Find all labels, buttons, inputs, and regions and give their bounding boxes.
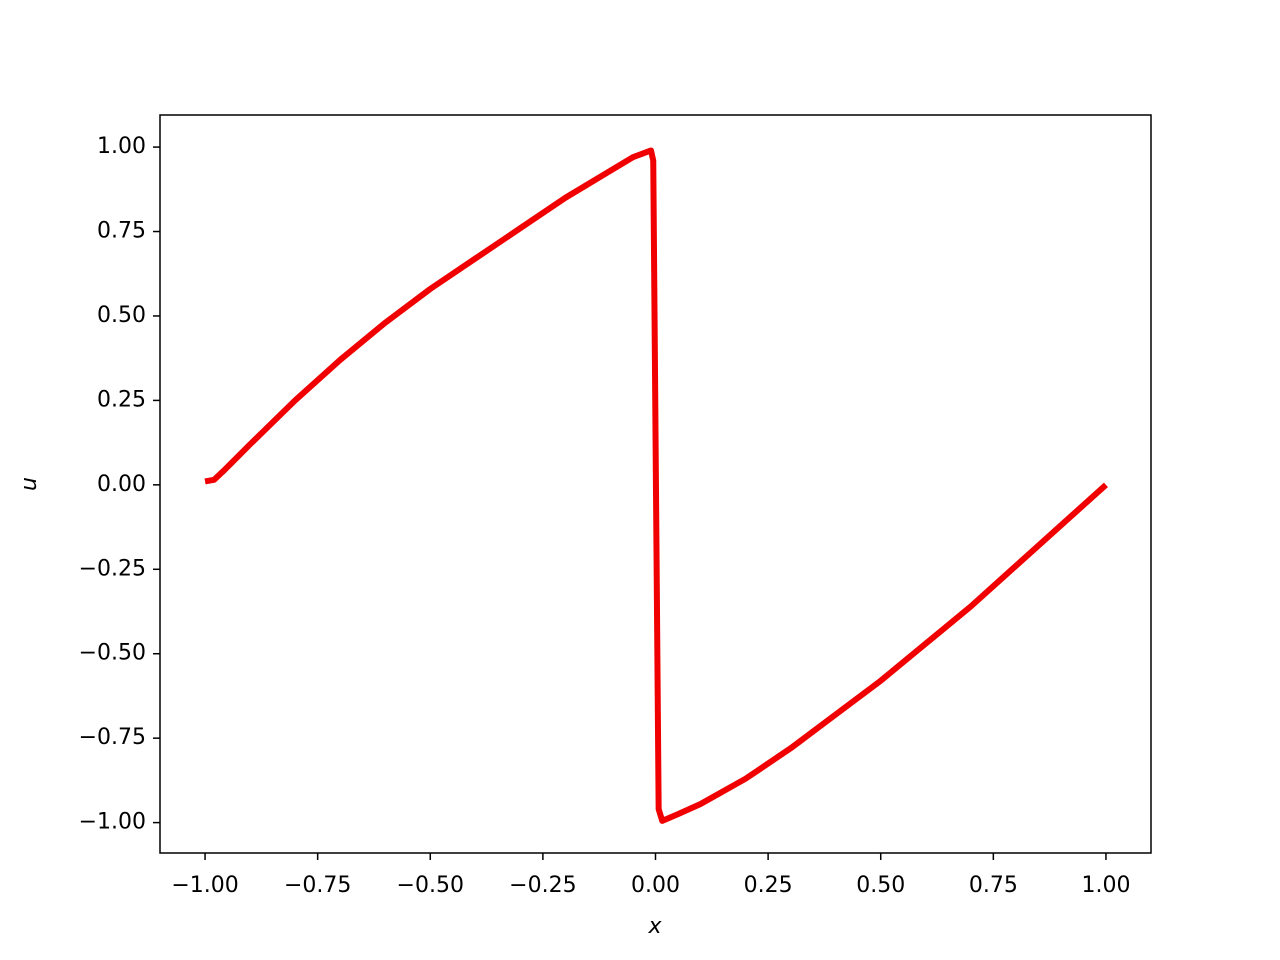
y-tick-label: −0.25 (79, 556, 146, 581)
x-tick-label: −0.75 (284, 873, 351, 898)
plot-frame (159, 114, 1152, 854)
y-tick-label: −0.75 (79, 725, 146, 750)
y-tick-label: −1.00 (79, 810, 146, 835)
x-tick-label: −1.00 (171, 873, 238, 898)
y-axis-label: u (17, 477, 42, 491)
y-tick-label: 0.00 (97, 472, 146, 497)
x-tick-label: −0.25 (509, 873, 576, 898)
y-tick-label: 0.50 (97, 303, 146, 328)
y-tick-label: 1.00 (97, 134, 146, 159)
x-tick-label: 0.75 (969, 873, 1018, 898)
x-tick-label: 0.50 (856, 873, 905, 898)
x-tick-label: 1.00 (1081, 873, 1130, 898)
x-tick-label: −0.50 (397, 873, 464, 898)
y-tick-label: 0.75 (97, 219, 146, 244)
y-tick-label: −0.50 (79, 641, 146, 666)
x-axis-label: x (647, 914, 662, 939)
x-tick-label: 0.00 (631, 873, 680, 898)
x-tick-label: 0.25 (744, 873, 793, 898)
data-line (204, 147, 1108, 824)
y-tick-label: 0.25 (97, 387, 146, 412)
